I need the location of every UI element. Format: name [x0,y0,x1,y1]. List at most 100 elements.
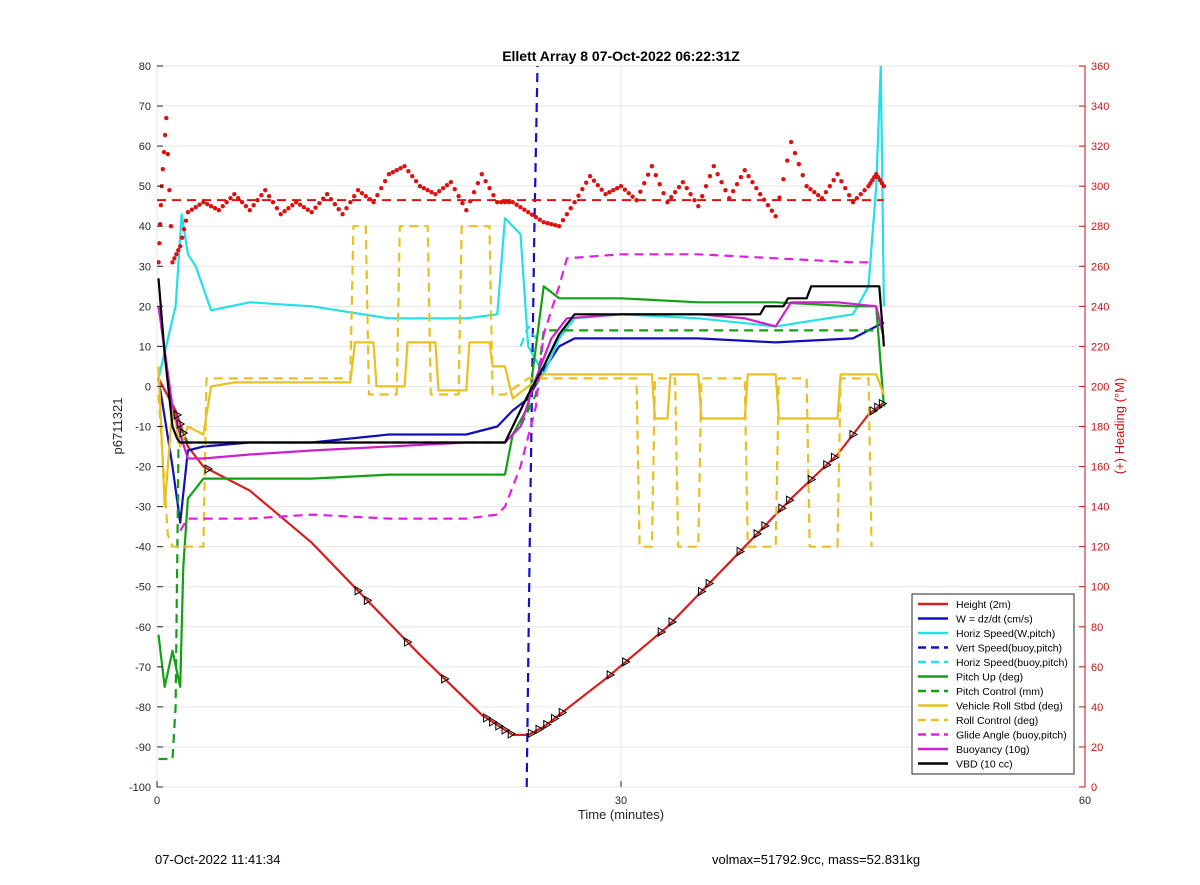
heading-point [680,179,686,185]
heading-point [197,202,202,207]
heading-point [193,204,198,210]
heading-point [181,227,187,232]
heading-point [750,179,755,185]
heading-point [796,161,802,167]
heading-point [827,183,832,189]
heading-dots [157,115,887,265]
heading-point [371,199,376,205]
heading-point [672,189,678,195]
series-line-pitch-up-deg [157,285,885,689]
height-marker [753,528,763,539]
heading-point [174,252,179,257]
y2-axis-label: (+) Heading (°M) [1112,378,1127,475]
heading-point [522,207,527,212]
heading-point [529,212,535,217]
series-lines [157,66,885,787]
y2-tick-label: 80 [1091,622,1103,634]
footer-info: volmax=51792.9cc, mass=52.831kg [712,852,921,867]
heading-point [425,187,430,193]
heading-point [437,188,442,194]
y-tick-label: 0 [145,381,151,393]
heading-point [355,187,361,193]
height-marker [849,429,859,440]
y2-tick-label: 140 [1091,502,1109,514]
legend-label: Roll Control (deg) [956,715,1038,727]
legend-label: W = dz/dt (cm/s) [956,614,1033,626]
heading-point [556,224,562,229]
heading-point [157,241,162,246]
heading-point [161,149,167,155]
height-marker [657,627,667,637]
heading-point [212,205,218,211]
heading-point [332,201,338,207]
x-tick-label: 0 [154,795,160,807]
heading-point [168,224,174,229]
heading-point [340,212,345,217]
heading-point [649,163,655,169]
height-marker [507,729,517,739]
y2-tick-label: 20 [1091,742,1103,754]
heading-point [831,177,836,183]
height-marker [736,546,746,557]
heading-point [510,199,515,205]
x-tick-label: 30 [615,795,627,807]
heading-point [843,185,848,191]
height-marker [543,719,552,730]
heading-point [336,206,341,212]
heading-point [611,187,616,193]
heading-point [692,197,697,203]
heading-point [835,171,840,177]
footer-timestamp: 07-Oct-2022 11:41:34 [155,852,281,867]
heading-point [812,189,817,195]
heading-point [819,195,825,201]
heading-point [800,172,805,178]
heading-point [742,167,747,173]
heading-point [808,186,813,192]
y-tick-label: -70 [135,662,151,674]
heading-point [881,183,887,189]
legend-label: Vehicle Roll Stbd (deg) [956,701,1063,713]
heading-point [456,193,461,199]
heading-point [413,178,419,184]
heading-point [178,244,183,249]
y-tick-label: -90 [135,742,151,754]
heading-point [738,174,744,180]
x-axis-label: Time (minutes) [578,807,664,822]
y-tick-label: 50 [139,181,151,193]
height-marker [354,585,364,596]
heading-point [471,189,477,195]
heading-point [205,201,210,207]
heading-point [344,205,349,211]
y2-tick-label: 60 [1091,662,1103,674]
heading-point [653,172,658,178]
heading-point [599,187,604,192]
heading-point [514,202,519,207]
legend-box [911,593,1075,775]
heading-point [386,171,392,177]
y-axis-label: p6711321 [110,398,125,455]
heading-point [433,191,438,197]
series-line-height-2m [157,377,885,737]
heading-point [460,200,465,206]
heading-point [777,195,782,200]
heading-point [297,202,303,207]
heading-point [665,199,670,205]
y2-tick-label: 120 [1091,542,1109,554]
heading-point [711,163,716,169]
heading-point [324,191,330,197]
heading-point [440,185,446,191]
y2-tick-label: 280 [1091,221,1109,233]
y-tick-label: -60 [135,622,151,634]
heading-point [157,222,163,227]
heading-point [765,202,771,208]
y-tick-label: -20 [135,462,151,474]
heading-point [183,218,189,223]
heading-point [533,215,539,220]
chart-title: Ellett Array 8 07-Oct-2022 06:22:31Z [502,48,740,64]
heading-point [576,193,581,198]
heading-point [614,185,620,191]
heading-point [348,199,353,205]
heading-point [788,139,794,145]
height-marker [697,586,707,597]
